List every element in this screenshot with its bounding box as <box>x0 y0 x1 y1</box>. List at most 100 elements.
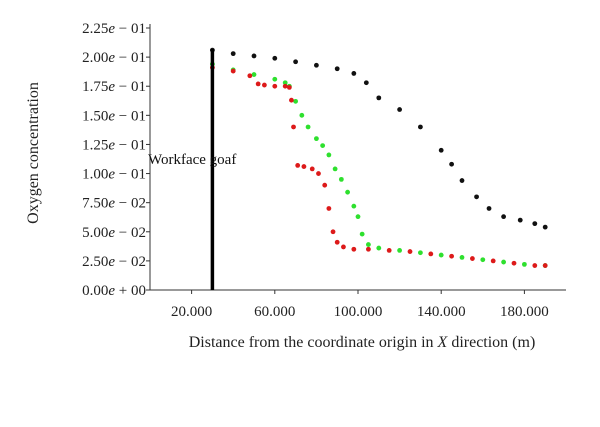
series-0 <box>210 47 548 230</box>
data-point <box>305 124 311 130</box>
y-tick-label: 1.25e − 01 <box>82 137 146 153</box>
data-point <box>532 221 538 227</box>
data-point <box>282 83 288 89</box>
data-point <box>351 246 357 252</box>
data-point <box>322 182 328 188</box>
x-axis-title-suffix: direction (m) <box>447 334 535 351</box>
data-point <box>255 81 261 87</box>
data-point <box>459 254 465 260</box>
y-tick-label: 2.00e − 01 <box>82 50 146 66</box>
data-point <box>299 112 305 118</box>
data-point <box>397 107 402 112</box>
x-tick-label: 180.000 <box>500 304 549 320</box>
data-point <box>272 76 278 82</box>
data-point <box>363 80 369 86</box>
data-point <box>480 257 486 263</box>
y-axis-title: Oxygen concentration <box>25 82 42 224</box>
data-point <box>338 176 344 182</box>
data-point <box>522 261 527 267</box>
data-point <box>293 59 298 65</box>
data-point <box>366 242 371 247</box>
data-point <box>334 239 340 245</box>
data-point <box>359 231 365 237</box>
data-point <box>286 84 292 90</box>
y-tick-label: 2.25e − 01 <box>82 21 146 37</box>
data-point <box>438 147 444 153</box>
x-tick-label: 140.000 <box>417 304 466 320</box>
data-point <box>289 97 294 103</box>
x-axis-title-variable: X <box>437 334 449 351</box>
data-point <box>326 206 332 211</box>
data-point <box>438 252 444 258</box>
data-point <box>351 71 357 76</box>
data-point <box>330 229 336 235</box>
data-point <box>262 82 267 88</box>
x-axis-title: Distance from the coordinate origin in X… <box>189 334 536 351</box>
data-point <box>449 253 454 259</box>
data-point <box>386 248 392 253</box>
data-point <box>376 245 382 251</box>
data-point <box>230 68 236 74</box>
data-point <box>320 143 326 149</box>
data-point <box>501 214 506 220</box>
y-tick-label: 5.00e − 02 <box>82 225 146 241</box>
x-tick-label: 20.000 <box>171 304 212 320</box>
data-point <box>517 217 523 223</box>
y-tick-label: 1.50e − 01 <box>82 108 146 124</box>
data-point <box>501 259 506 265</box>
data-point <box>251 72 257 77</box>
workface-goaf-label: Workface goaf <box>148 152 236 168</box>
data-point <box>309 166 315 172</box>
data-point <box>230 51 236 57</box>
data-point <box>272 83 278 89</box>
data-point <box>355 214 361 220</box>
data-point <box>247 73 253 79</box>
y-tick-label: 0.00e + 00 <box>82 283 146 299</box>
data-point <box>418 124 423 130</box>
data-point <box>282 80 288 86</box>
data-point <box>532 263 538 268</box>
y-tick-label: 1.00e − 01 <box>82 167 146 183</box>
data-point <box>293 98 298 104</box>
data-point <box>314 62 319 68</box>
data-point <box>459 178 465 183</box>
x-tick-label: 100.000 <box>334 304 383 320</box>
data-point <box>334 66 340 72</box>
data-point <box>542 224 548 230</box>
data-point <box>418 250 423 256</box>
y-tick-labels: 0.00e + 00 2.50e − 02 5.00e − 02 7.50e − 02… <box>82 21 150 299</box>
data-point <box>376 95 382 101</box>
data-point <box>449 161 454 167</box>
data-point <box>542 263 548 268</box>
y-tick-label: 2.50e − 02 <box>82 254 146 270</box>
data-point <box>326 152 332 158</box>
data-point <box>272 55 278 61</box>
data-point <box>474 194 479 200</box>
x-tick-labels: 20.000 60.000 100.000 140.000 180.000 <box>171 290 549 320</box>
data-point <box>316 171 321 176</box>
series-1 <box>210 61 548 268</box>
y-tick-label: 1.75e − 01 <box>82 79 146 95</box>
data-point <box>251 53 257 59</box>
series-layer <box>210 47 548 268</box>
data-point <box>470 256 475 261</box>
data-point <box>428 251 434 257</box>
data-point <box>366 246 371 252</box>
data-point <box>301 164 307 169</box>
data-point <box>397 248 402 253</box>
data-point <box>407 249 413 254</box>
data-point <box>341 244 346 250</box>
data-point <box>314 136 319 142</box>
x-tick-label: 60.000 <box>254 304 295 320</box>
data-point <box>511 260 517 266</box>
data-point <box>291 124 296 130</box>
data-point <box>295 163 301 168</box>
data-point <box>345 189 350 195</box>
data-point <box>486 206 492 211</box>
x-axis-title-prefix: Distance from the coordinate origin in <box>189 334 438 351</box>
y-tick-label: 7.50e − 02 <box>82 196 146 212</box>
data-point <box>351 203 357 209</box>
data-point <box>332 166 338 172</box>
data-point <box>490 258 496 264</box>
